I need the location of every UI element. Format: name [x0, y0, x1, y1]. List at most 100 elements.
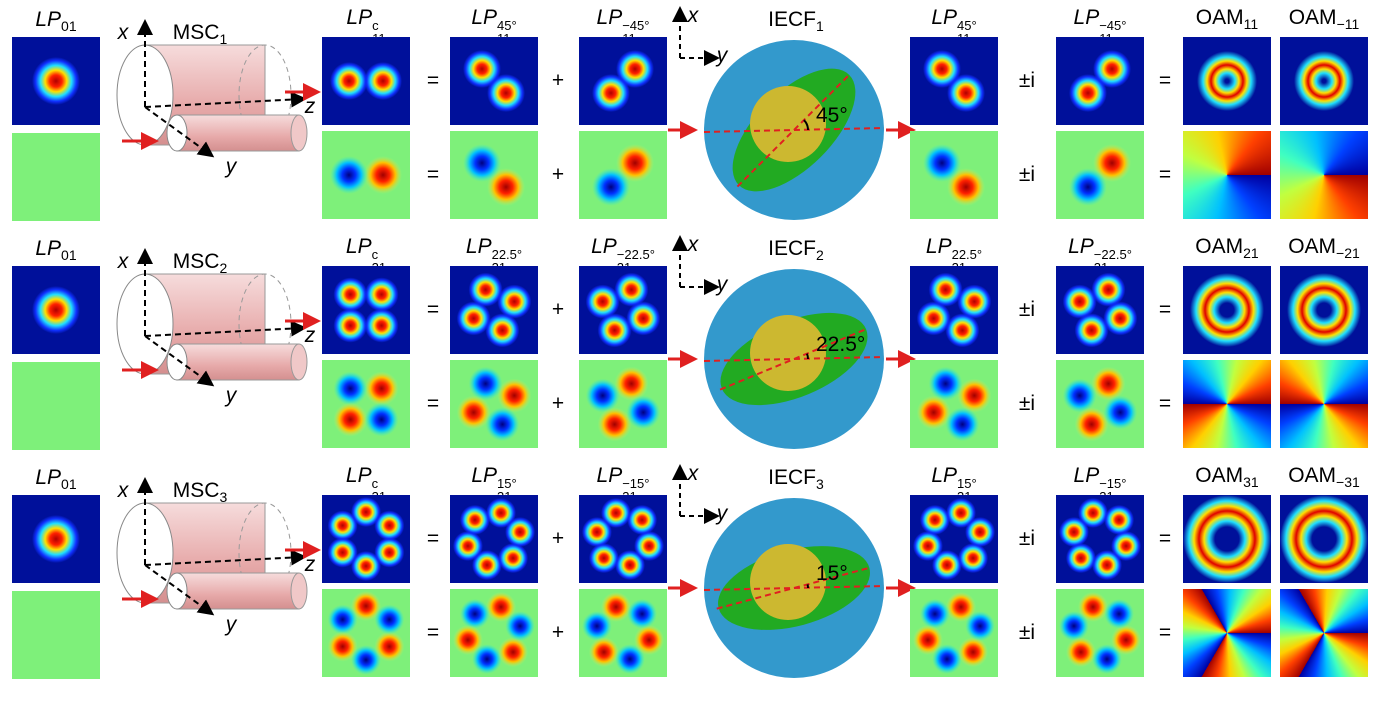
subscript: 01 [61, 247, 77, 263]
label-base: LP [35, 466, 62, 489]
lobe [1062, 284, 1097, 319]
intensity-pattern [322, 495, 410, 583]
pattern [452, 497, 536, 581]
lobe [374, 510, 405, 541]
lobe [1074, 407, 1109, 442]
lobe [498, 543, 529, 574]
axis-y [144, 106, 215, 158]
pattern [922, 143, 986, 207]
label-base: IECF [768, 237, 817, 260]
lobe [1103, 395, 1138, 430]
lobe [945, 313, 980, 348]
lobe [616, 49, 655, 88]
fundamental-spot [32, 57, 80, 105]
lobe [957, 284, 992, 319]
lobe [452, 624, 483, 655]
lobe [1058, 611, 1089, 642]
label-base: OAM [1195, 6, 1244, 29]
lobe [1091, 272, 1126, 307]
iecf-label: IECF3 [768, 466, 824, 492]
superscript: c [372, 18, 379, 33]
oam-label: OAM−11 [1289, 6, 1360, 32]
pattern [591, 143, 655, 207]
lobe [581, 517, 612, 548]
pattern [591, 49, 655, 113]
intensity-pattern [910, 495, 998, 583]
lobe [601, 591, 632, 622]
intensity-pattern [1056, 495, 1144, 583]
pattern [333, 371, 399, 437]
lobe [456, 301, 491, 336]
label-base: OAM [1288, 235, 1337, 258]
field-pattern [322, 131, 410, 219]
field-pattern [910, 360, 998, 448]
lobe [597, 313, 632, 348]
superscript: −22.5° [1093, 247, 1132, 262]
lobe [597, 407, 632, 442]
subscript: 2 [816, 247, 824, 263]
intensity-pattern [579, 266, 667, 354]
axis-label: x [687, 4, 699, 27]
small-core-face [166, 572, 188, 610]
lobe [1058, 517, 1089, 548]
operator: + [551, 621, 565, 644]
lobe [614, 550, 645, 581]
operator: ±i [1018, 69, 1036, 92]
lobe [468, 366, 503, 401]
operator: = [426, 69, 440, 92]
fundamental-spot [32, 515, 80, 563]
oam-label: OAM21 [1195, 235, 1258, 261]
lobe [614, 644, 645, 675]
superscript: −45° [1099, 18, 1127, 33]
pattern [32, 515, 80, 563]
input-intensity [12, 266, 100, 354]
label-base: LP [931, 464, 958, 487]
lobe [1091, 644, 1122, 675]
superscript: 45° [957, 18, 977, 33]
label-base: LP [35, 237, 62, 260]
lobe [932, 550, 963, 581]
lobe [327, 510, 358, 541]
field-pattern [579, 589, 667, 677]
input-label: LP01 [35, 466, 76, 492]
pattern [912, 591, 996, 675]
operator: + [551, 392, 565, 415]
axis-label: z [304, 553, 316, 576]
axis-label: y [716, 273, 728, 296]
lobe [614, 272, 649, 307]
lobe [585, 284, 620, 319]
pattern [581, 497, 665, 581]
lobe [487, 168, 526, 207]
lobe [333, 402, 368, 437]
pattern [330, 62, 402, 100]
lobe [374, 604, 405, 635]
fiber-coupler [116, 248, 321, 387]
lobe [1062, 378, 1097, 413]
lobe [958, 637, 989, 668]
lobe [945, 407, 980, 442]
label-base: LP [596, 464, 623, 487]
subscript: 1 [816, 18, 824, 34]
lobe [456, 395, 491, 430]
pattern [1062, 366, 1138, 442]
pattern [462, 49, 526, 113]
oam-phase [1280, 360, 1368, 448]
operator: = [426, 392, 440, 415]
intensity-pattern [322, 266, 410, 354]
pattern [1062, 272, 1138, 348]
axis-label: y [716, 502, 728, 525]
fiber-coupler [116, 19, 321, 158]
small-core-body [176, 114, 300, 152]
lobe [472, 644, 503, 675]
angle-arc [805, 353, 809, 360]
lobe [459, 504, 490, 535]
operator: = [1158, 163, 1172, 186]
lobe [468, 272, 503, 307]
lobe [364, 371, 399, 406]
lobe [351, 551, 381, 581]
axis-label: z [304, 324, 316, 347]
fiber-label: MSC2 [173, 250, 227, 276]
lobe [585, 378, 620, 413]
pattern [922, 49, 986, 113]
fundamental-spot [32, 286, 80, 334]
